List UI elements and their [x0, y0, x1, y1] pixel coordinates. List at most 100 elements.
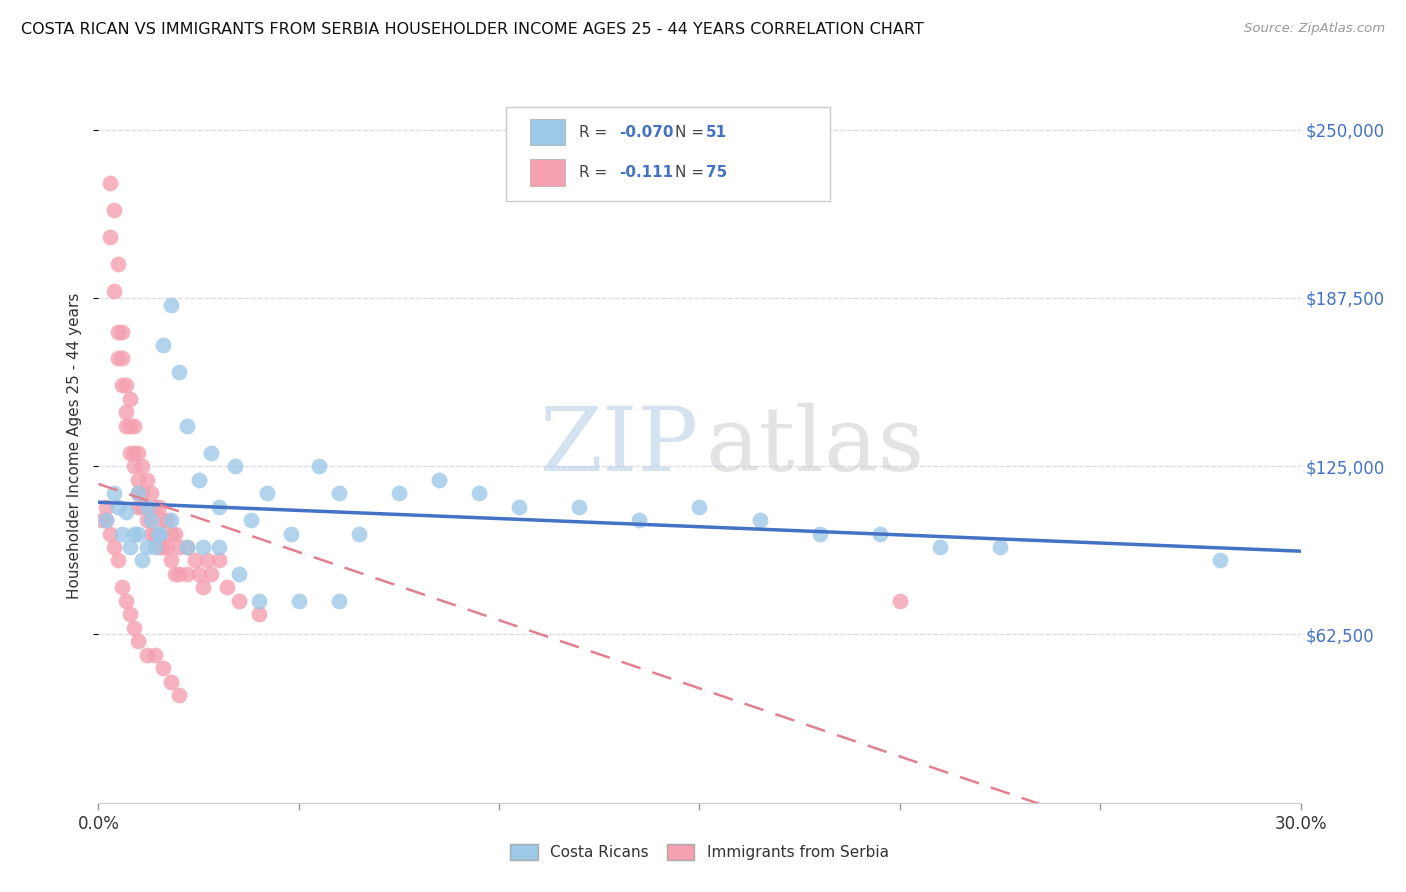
- Point: [195, 553, 218, 567]
- Point: [96, 513, 118, 527]
- Point: [347, 526, 370, 541]
- Point: [128, 486, 150, 500]
- Text: 51: 51: [706, 125, 727, 139]
- Point: [148, 526, 170, 541]
- Point: [228, 594, 250, 608]
- Point: [120, 607, 142, 622]
- Point: [111, 351, 134, 366]
- Legend: Costa Ricans, Immigrants from Serbia: Costa Ricans, Immigrants from Serbia: [505, 838, 894, 866]
- Point: [228, 566, 250, 581]
- Point: [107, 351, 129, 366]
- Point: [128, 634, 150, 648]
- Point: [159, 553, 181, 567]
- Point: [508, 500, 530, 514]
- Point: [135, 648, 157, 662]
- Text: 75: 75: [706, 165, 727, 179]
- Point: [155, 540, 177, 554]
- Point: [288, 594, 311, 608]
- Point: [148, 500, 170, 514]
- Point: [131, 553, 153, 567]
- Point: [328, 486, 350, 500]
- Point: [167, 540, 190, 554]
- Text: COSTA RICAN VS IMMIGRANTS FROM SERBIA HOUSEHOLDER INCOME AGES 25 - 44 YEARS CORR: COSTA RICAN VS IMMIGRANTS FROM SERBIA HO…: [21, 22, 924, 37]
- Point: [388, 486, 411, 500]
- Point: [215, 580, 238, 594]
- Point: [167, 365, 190, 379]
- Point: [152, 513, 174, 527]
- Point: [107, 500, 129, 514]
- Point: [155, 513, 177, 527]
- Text: Source: ZipAtlas.com: Source: ZipAtlas.com: [1244, 22, 1385, 36]
- Point: [143, 540, 166, 554]
- Point: [100, 526, 122, 541]
- Point: [135, 513, 157, 527]
- Point: [124, 446, 146, 460]
- Point: [208, 553, 231, 567]
- Point: [115, 594, 138, 608]
- Point: [128, 500, 150, 514]
- Point: [135, 473, 157, 487]
- Point: [224, 459, 246, 474]
- Point: [100, 177, 122, 191]
- Point: [988, 540, 1011, 554]
- Point: [191, 540, 214, 554]
- Text: N =: N =: [675, 125, 704, 139]
- Point: [115, 378, 138, 392]
- Point: [468, 486, 491, 500]
- Point: [159, 526, 181, 541]
- Text: -0.070: -0.070: [619, 125, 673, 139]
- Point: [152, 661, 174, 675]
- Point: [427, 473, 450, 487]
- Point: [96, 500, 118, 514]
- Point: [1209, 553, 1232, 567]
- Point: [135, 500, 157, 514]
- Point: [568, 500, 591, 514]
- Point: [200, 446, 222, 460]
- Point: [103, 540, 125, 554]
- Point: [328, 594, 350, 608]
- Point: [247, 607, 270, 622]
- Point: [139, 513, 162, 527]
- Point: [107, 325, 129, 339]
- Point: [120, 392, 142, 406]
- Point: [167, 688, 190, 702]
- Point: [115, 505, 138, 519]
- Point: [280, 526, 302, 541]
- Point: [103, 486, 125, 500]
- Point: [111, 580, 134, 594]
- Point: [124, 418, 146, 433]
- Point: [239, 513, 262, 527]
- Point: [163, 526, 186, 541]
- Point: [143, 500, 166, 514]
- Point: [135, 500, 157, 514]
- Point: [191, 580, 214, 594]
- Point: [131, 486, 153, 500]
- Point: [139, 486, 162, 500]
- Point: [167, 566, 190, 581]
- Point: [176, 540, 198, 554]
- Point: [247, 594, 270, 608]
- Point: [183, 553, 205, 567]
- Point: [111, 526, 134, 541]
- Point: [131, 500, 153, 514]
- Point: [159, 298, 181, 312]
- Point: [115, 418, 138, 433]
- Point: [120, 446, 142, 460]
- Text: ZIP: ZIP: [540, 402, 700, 490]
- Point: [689, 500, 711, 514]
- Point: [256, 486, 278, 500]
- Point: [124, 459, 146, 474]
- Point: [808, 526, 831, 541]
- Point: [929, 540, 952, 554]
- Point: [111, 325, 134, 339]
- Point: [120, 540, 142, 554]
- Point: [128, 526, 150, 541]
- Point: [148, 526, 170, 541]
- Text: -0.111: -0.111: [619, 165, 672, 179]
- Point: [208, 500, 231, 514]
- Point: [128, 473, 150, 487]
- Point: [187, 473, 209, 487]
- Point: [107, 257, 129, 271]
- Point: [107, 553, 129, 567]
- Text: atlas: atlas: [706, 402, 925, 490]
